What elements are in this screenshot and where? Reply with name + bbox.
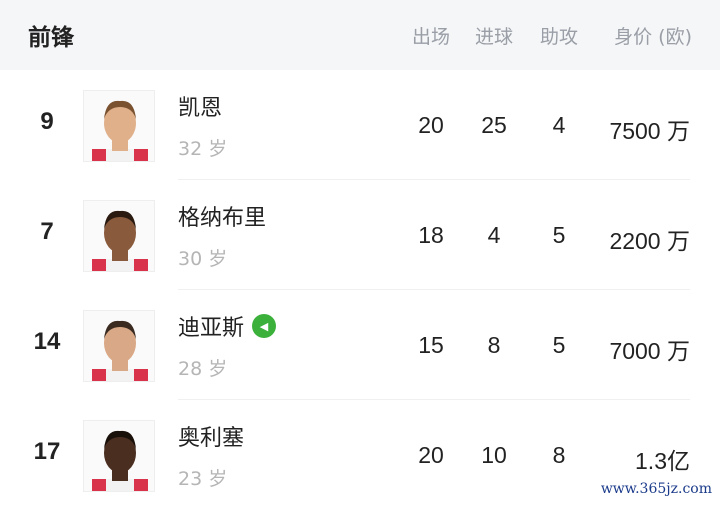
goals: 8 [487,332,501,358]
player-row[interactable]: 14 迪亚斯 ◀ 28 岁 15 8 5 7000 万 [0,290,720,400]
player-age: 23 岁 [178,468,228,490]
appearances: 20 [418,442,444,468]
section-header: 前锋 出场 进球 助攻 身价 (欧) [0,0,720,70]
player-name[interactable]: 凯恩 [178,96,223,121]
market-value: 2200 万 [609,228,690,254]
shirt-number: 14 [33,328,61,355]
player-age: 32 岁 [178,138,228,160]
player-name[interactable]: 奥利塞 [178,426,245,451]
player-avatar[interactable] [83,200,155,272]
market-value: 7500 万 [609,118,690,144]
row-divider [178,289,690,290]
watermark: www.365jz.com [600,481,712,497]
player-name[interactable]: 迪亚斯 [178,316,245,341]
shirt-number: 7 [40,218,54,245]
player-row[interactable]: 9 凯恩 32 岁 20 25 4 7500 万 [0,70,720,180]
col-apps[interactable]: 出场 [411,26,450,48]
player-avatar[interactable] [83,90,155,162]
player-age: 28 岁 [178,358,228,380]
col-assists[interactable]: 助攻 [539,26,578,48]
assists: 8 [552,442,566,468]
appearances: 18 [418,222,444,248]
row-divider [178,399,690,400]
col-market-value[interactable]: 身价 (欧) [614,26,692,48]
goals: 4 [487,222,501,248]
player-avatar[interactable] [83,420,155,492]
appearances: 15 [418,332,444,358]
player-row[interactable]: 7 格纳布里 30 岁 18 4 5 2200 万 [0,180,720,290]
player-name[interactable]: 格纳布里 [178,206,267,231]
player-row[interactable]: 17 奥利塞 23 岁 20 10 8 1.3亿 [0,400,720,510]
shirt-number: 9 [40,108,54,135]
goals: 25 [481,112,507,138]
assists: 5 [552,332,566,358]
market-value: 7000 万 [609,338,690,364]
substitution-icon: ◀ [252,314,277,338]
goals: 10 [481,442,507,468]
appearances: 20 [418,112,444,138]
shirt-number: 17 [33,438,61,465]
assists: 4 [552,112,566,138]
col-goals[interactable]: 进球 [474,26,513,48]
player-age: 30 岁 [178,248,228,270]
market-value: 1.3亿 [635,448,690,474]
row-divider [178,179,690,180]
section-title: 前锋 [28,25,74,51]
assists: 5 [552,222,566,248]
player-avatar[interactable] [83,310,155,382]
